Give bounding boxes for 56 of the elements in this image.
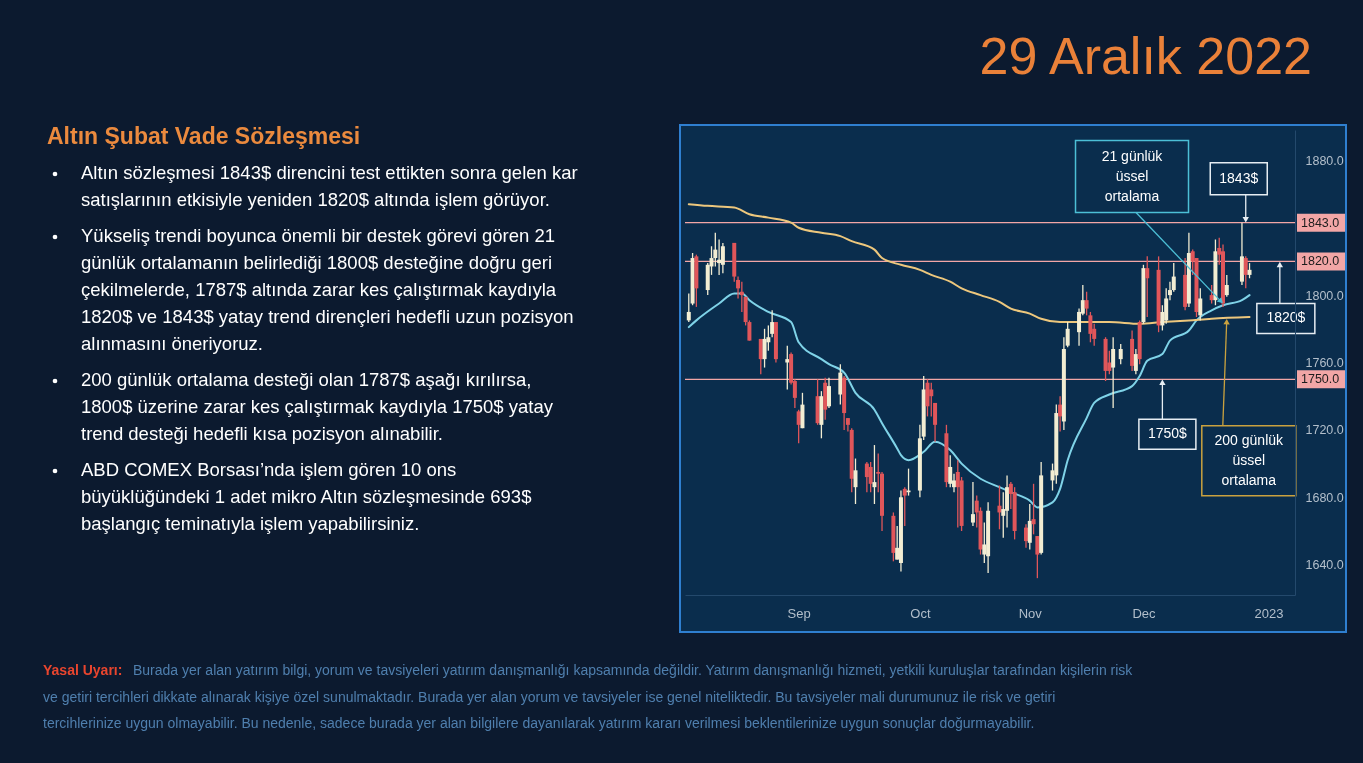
text: Yükseliş trendi boyunca önemli bir destek görevi gören 21 günlük ortalamanın belirlediği 1800$ desteğine doğru geri çekilmelerde, 1787$ altında zarar kes çalıştırmak kaydıyla 1820$ ve 1843$ yatay trend dirençleri hedefli uzun pozisyon alınmasını öneriyoruz. — [81, 225, 574, 354]
text: ABD COMEX Borsası’nda işlem gören 10 ons büyüklüğündeki 1 adet mikro Altın sözleşmesinde 693$ başlangıç teminatıyla işlem yapabilirsiniz. — [81, 459, 532, 534]
x-tick-label: Nov — [1018, 605, 1043, 621]
text: Altın Şubat Vade Sözleşmesi — [47, 123, 361, 149]
ref-line-label: 1820.0 — [1301, 254, 1340, 269]
candlestick — [758, 338, 763, 375]
ref-line-label: 1843.0 — [1301, 215, 1340, 230]
candlestick — [864, 461, 869, 493]
text: Altın sözleşmesi 1843$ direncini test ettikten sonra gelen kar satışlarının etkisiyle yeniden 1820$ altında işlem görüyor. — [81, 162, 578, 210]
candlestick — [1118, 343, 1123, 365]
y-tick-label: 1640.0 — [1305, 558, 1344, 573]
y-tick-label: 1760.0 — [1305, 356, 1344, 370]
candlestick — [925, 378, 930, 418]
annotation: 1843$ — [1219, 169, 1259, 186]
candlestick — [1058, 395, 1063, 433]
candlestick — [1198, 287, 1203, 322]
candlestick — [838, 363, 843, 406]
candlestick — [872, 444, 877, 505]
candlestick — [868, 461, 873, 493]
candlestick — [1084, 291, 1089, 316]
y-tick-label: 1720.0 — [1305, 423, 1344, 438]
candlestick — [1023, 523, 1028, 549]
candlestick — [686, 292, 691, 323]
y-tick-label: 1680.0 — [1305, 490, 1344, 505]
candlestick — [970, 481, 975, 527]
annotation: 1820$ — [1266, 309, 1306, 326]
y-tick-label: 1880.0 — [1305, 153, 1344, 168]
candlestick — [1035, 535, 1040, 579]
candlestick — [1133, 348, 1138, 375]
candlestick — [1224, 274, 1229, 298]
candlestick — [1088, 311, 1093, 343]
y-tick-label: 1800.0 — [1305, 288, 1344, 303]
x-tick-label: 2023 — [1254, 605, 1284, 621]
candlestick — [762, 328, 767, 369]
candlestick — [1111, 336, 1116, 409]
candlestick — [1031, 483, 1036, 535]
candlestick — [800, 392, 805, 429]
candlestick — [955, 459, 960, 529]
candlestick — [1243, 255, 1248, 290]
x-tick-label: Oct — [910, 605, 931, 621]
candlestick — [948, 454, 953, 488]
chart-subtitle: 29 Aralık 2022 — [979, 27, 1312, 85]
candlestick — [720, 242, 725, 274]
ref-line-label: 1750.0 — [1301, 372, 1340, 387]
x-tick-label: Sep — [787, 605, 811, 621]
candlestick — [902, 486, 907, 527]
x-tick-label: Dec — [1132, 605, 1156, 621]
annotation: 1750$ — [1147, 425, 1188, 442]
annotation: 21 günlük üssel ortalama — [1101, 147, 1164, 204]
text: 200 günlük ortalama desteği olan 1787$ aşağı kırılırsa, 1800$ üzerine zarar kes çalıştırmak kaydıyla 1750$ yatay trend desteği hedefli kısa pozisyon alınabilir. — [81, 369, 554, 444]
candlestick — [826, 377, 831, 409]
candlestick — [739, 280, 744, 313]
candlestick — [853, 457, 858, 505]
annotation: 200 günlük üssel ortalama — [1214, 431, 1285, 488]
text: Yasal Uyarı: Burada yer alan yatırım bilgi, yorum ve tavsiyeleri yatırım danışmanlığı kapsamında değildir. Yatırım danışmanlığı hizmeti, yetkili kuruluşlar tarafından kişilerin risk ve getiri tercihleri dikkate alınarak kişiye özel sunulmaktadır. Burada yer alan yorum ve tavsiyeler ise genel niteliktedir. Bu tavsiyeler mali durumunuz ile risk ve getiri tercihlerinize uygun olmayabilir. Bu nedenle, sadece burada yer alan bilgilere dayanılarak yatırım kararı verilmesi beklentilerinize uygun sonuçlar doğurmayabilir. — [43, 662, 1134, 731]
candlestick — [1145, 255, 1150, 318]
